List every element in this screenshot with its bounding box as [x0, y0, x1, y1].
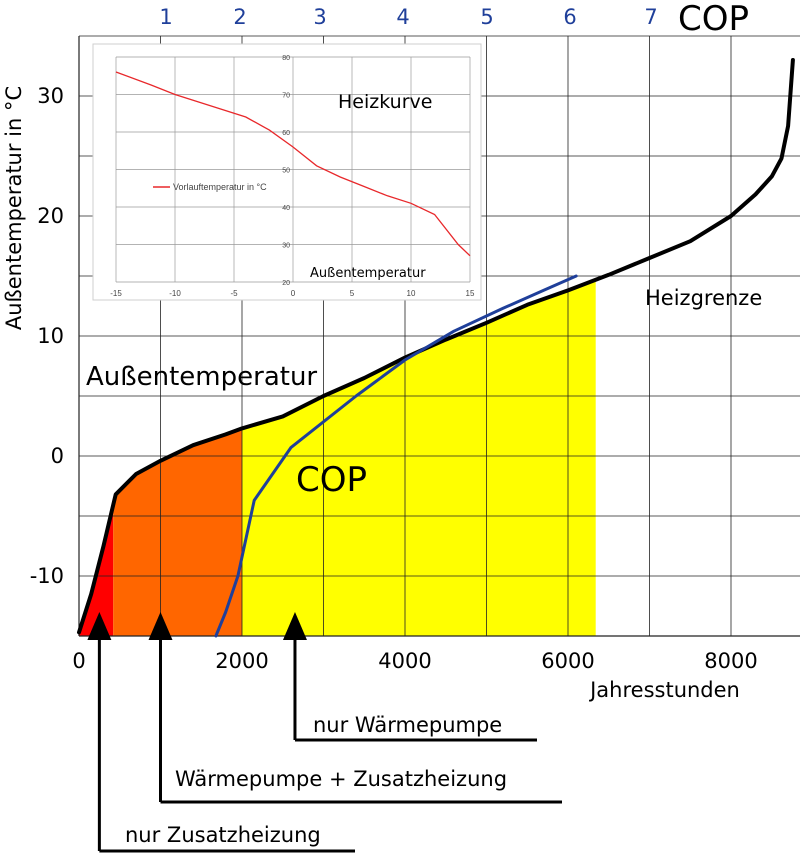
inset-series — [115, 71, 471, 257]
inset-y-tick-label: 60 — [282, 130, 290, 137]
annotation-outdoor-temp: Außentemperatur — [86, 362, 317, 392]
x-tick-label: 6000 — [541, 649, 594, 673]
cop-tick-label: 2 — [233, 5, 246, 29]
annotation-heating-limit: Heizgrenze — [645, 286, 762, 310]
cop-axis-title: COP — [678, 0, 749, 39]
x-tick-label: 2000 — [215, 649, 268, 673]
region-2 — [242, 279, 596, 636]
cop-scale: 1 2 3 4 5 6 7 — [159, 5, 657, 29]
y-tick-label: 20 — [37, 204, 64, 228]
annotation-cop: COP — [296, 460, 367, 500]
x-axis-title: Jahresstunden — [588, 678, 740, 702]
inset-y-tick-label: 30 — [282, 243, 290, 250]
label-heat-pump-plus-aux: Wärmepumpe + Zusatzheizung — [175, 767, 507, 791]
inset-y-tick-label: 20 — [282, 280, 290, 287]
inset-y-tick-label: 70 — [282, 93, 290, 100]
arrow-line-2 — [97, 636, 355, 853]
arrow-head-1 — [148, 612, 173, 640]
arrow-line-1 — [159, 636, 562, 804]
inset-series-line-0 — [115, 71, 471, 257]
inset-y-tick-label: 40 — [282, 205, 290, 212]
arrow-head-2 — [87, 612, 112, 640]
region-1 — [113, 428, 242, 636]
inset-frame — [92, 43, 482, 301]
heating-curve-inset: -15 -10 -5 0 5 10 15 20 30 40 50 60 70 80 Heizkurve A… — [92, 43, 482, 301]
inset-y-tick-label: 50 — [282, 168, 290, 175]
inset-x-tick-label: 0 — [291, 289, 296, 298]
arrow-line-0 — [293, 636, 537, 742]
inset-x-tick-label: -5 — [230, 289, 238, 298]
x-tick-label: 4000 — [378, 649, 431, 673]
arrow-head-0 — [282, 612, 307, 640]
cop-tick-label: 7 — [644, 5, 657, 29]
cop-tick-label: 4 — [396, 5, 409, 29]
inset-x-tick-label: -10 — [169, 289, 181, 298]
inset-title: Heizkurve — [338, 91, 432, 113]
region-0 — [79, 504, 114, 636]
x-tick-label: 8000 — [704, 649, 757, 673]
cop-tick-label: 1 — [159, 5, 172, 29]
operating-regions — [79, 279, 596, 636]
inset-grid — [115, 56, 471, 283]
x-tick-label: 0 — [72, 649, 85, 673]
cop-tick-label: 3 — [313, 5, 326, 29]
y-axis-title: Außentemperatur in °C — [2, 86, 26, 330]
cop-tick-label: 5 — [480, 5, 493, 29]
main-tick-labels: 0 2000 4000 6000 8000 -10 0 10 20 30 — [30, 84, 758, 673]
inset-x-tick-label: 10 — [407, 289, 416, 298]
inset-legend-label: Vorlauftemperatur in °C — [173, 182, 267, 192]
inset-x-tick-label: 5 — [350, 289, 355, 298]
cop-tick-label: 6 — [563, 5, 576, 29]
y-tick-label: 10 — [37, 324, 64, 348]
y-tick-label: 0 — [51, 444, 64, 468]
inset-y-tick-label: 80 — [282, 55, 290, 62]
y-tick-label: -10 — [30, 564, 64, 588]
inset-x-axis-title: Außentemperatur — [310, 266, 426, 281]
main-series — [77, 58, 795, 638]
region-arrows — [87, 612, 562, 853]
y-tick-label: 30 — [37, 84, 64, 108]
label-heat-pump-only: nur Wärmepumpe — [313, 713, 502, 737]
inset-x-tick-label: 15 — [466, 289, 475, 298]
inset-x-tick-label: -15 — [110, 289, 122, 298]
inset-tick-labels: -15 -10 -5 0 5 10 15 20 30 40 50 60 70 80 — [110, 55, 475, 298]
label-aux-only: nur Zusatzheizung — [125, 823, 321, 847]
series-line-1 — [214, 274, 578, 638]
